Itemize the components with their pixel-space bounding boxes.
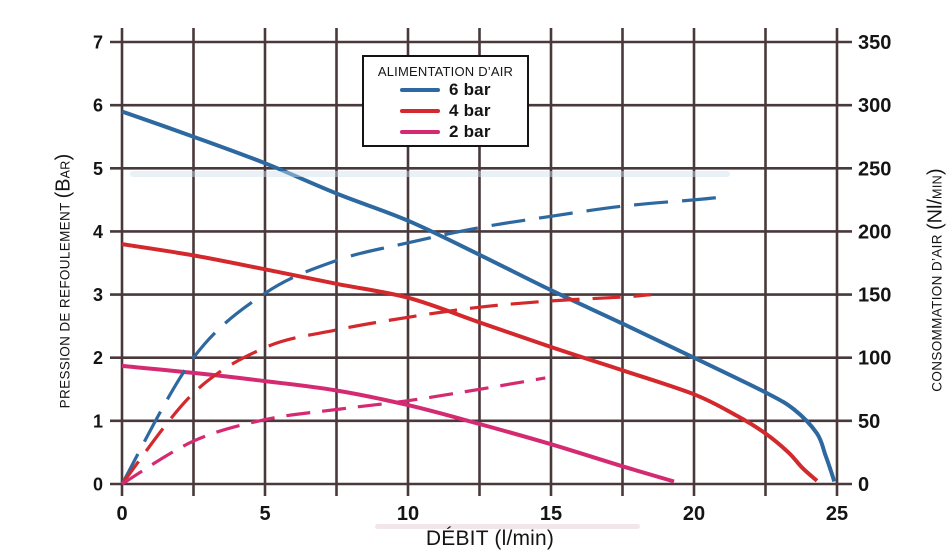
x-axis-title: DÉBIT (l/min) [425, 527, 555, 550]
y-tick-right: 100 [858, 348, 891, 370]
x-tick: 25 [826, 503, 848, 525]
x-tick: 15 [540, 503, 562, 525]
x-tick: 0 [116, 503, 127, 525]
tick-labels: 0 1 2 3 4 5 6 7 0 50 100 150 200 250 300 350 0 5 10 15 20 25 [93, 32, 891, 525]
y-tick-right: 250 [858, 158, 891, 180]
y-tick-right: 0 [858, 474, 869, 496]
y-tick-left: 3 [93, 285, 103, 305]
legend-entry-4bar: 4 bar [364, 100, 527, 121]
curve-pression-6bar [121, 109, 837, 482]
curve-consommation-6bar [120, 195, 720, 485]
y-tick-left: 7 [93, 33, 103, 53]
legend-entry-2bar: 2 bar [364, 121, 527, 142]
y-tick-right: 150 [858, 285, 891, 307]
legend-line-magenta [400, 129, 440, 134]
y-tick-left: 1 [93, 411, 103, 431]
legend-line-red [400, 108, 440, 113]
curve-pression-4bar [121, 242, 819, 483]
y-tick-right: 200 [858, 221, 891, 243]
y-axis-title-right: CONSOMMATION D’AIR (Nl/MIN) [924, 168, 947, 392]
legend-entry-6bar: 6 bar [364, 79, 527, 100]
legend-label: 2 bar [449, 121, 491, 141]
curve-consommation-2bar [121, 376, 546, 486]
y-tick-right: 300 [858, 95, 891, 117]
x-tick: 10 [397, 503, 419, 525]
y-tick-left: 5 [93, 159, 103, 179]
legend-label: 6 bar [449, 79, 491, 99]
legend-title: ALIMENTATION D’AIR [377, 64, 514, 79]
legend-line-blue [400, 87, 440, 92]
y-tick-right: 50 [858, 411, 880, 433]
curves [120, 109, 837, 486]
y-tick-left: 0 [93, 475, 103, 495]
y-tick-left: 2 [93, 348, 103, 368]
y-tick-left: 6 [93, 96, 103, 116]
y-tick-right: 350 [858, 32, 891, 54]
y-tick-left: 4 [93, 222, 103, 242]
curve-consommation-4bar [120, 293, 652, 485]
x-tick: 20 [683, 503, 705, 525]
y-axis-title-left: PRESSION DE REFOULEMENT (BAR) [52, 153, 75, 409]
x-tick: 5 [259, 503, 270, 525]
legend-label: 4 bar [449, 100, 491, 120]
legend-box: ALIMENTATION D’AIR 6 bar 4 bar 2 bar [362, 55, 529, 147]
